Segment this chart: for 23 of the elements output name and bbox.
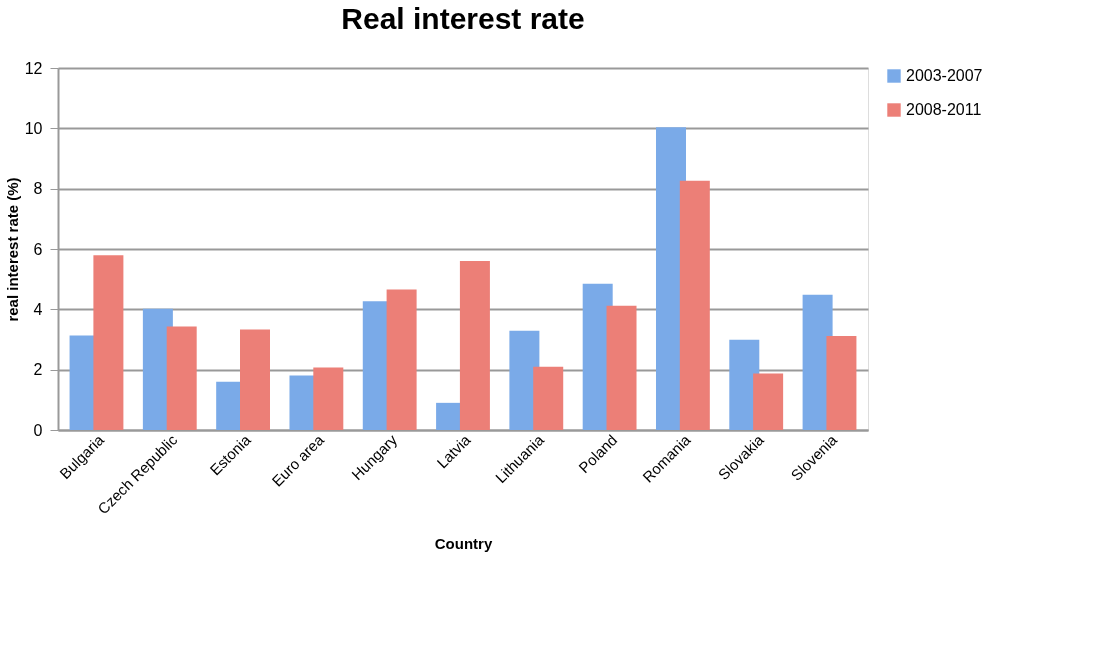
bar [166,326,197,430]
bar [533,366,564,430]
bar [826,335,857,430]
bar [753,373,784,430]
chart-title: Real interest rate [341,2,585,35]
bar [459,261,490,430]
y-tick-label: 12 [24,59,43,77]
legend-label: 2008-2011 [906,101,982,118]
bar [386,289,417,430]
bar [93,255,124,430]
legend-label: 2003-2007 [906,67,983,84]
bar [313,367,344,430]
bar [240,329,270,430]
y-tick-label: 4 [33,300,43,318]
y-tick-label: 2 [33,361,43,379]
x-axis-title: Country [434,535,493,553]
y-tick-label: 0 [33,421,43,439]
y-tick-label: 6 [33,240,43,258]
y-tick-label: 8 [33,180,43,198]
y-tick-label: 10 [24,119,43,137]
bar [679,180,710,430]
bar [606,305,637,430]
y-axis-title: real interest rate (%) [3,177,21,322]
